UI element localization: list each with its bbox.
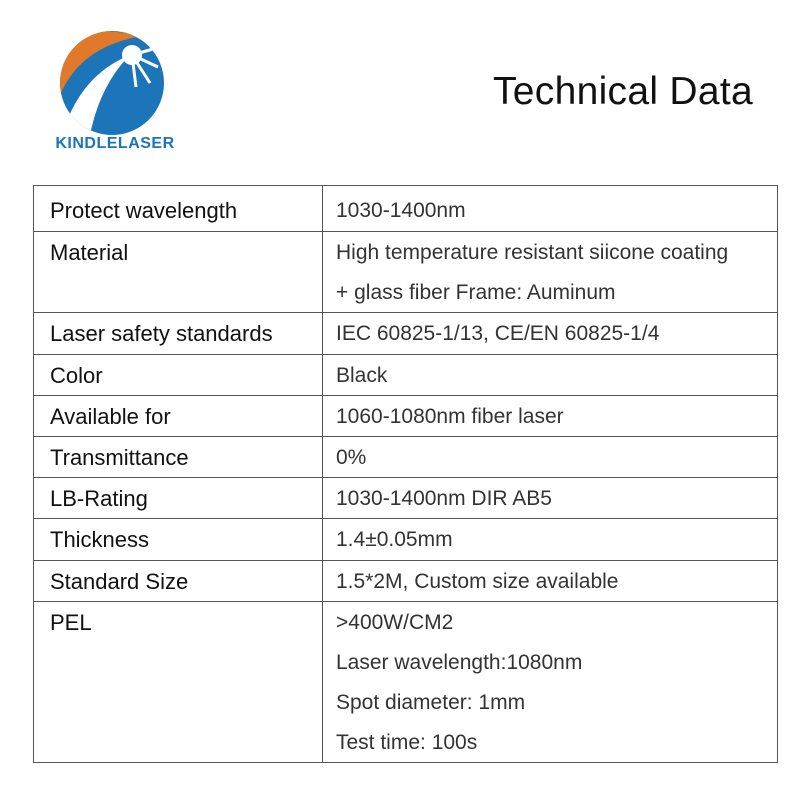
label-cell: Standard Size (33, 559, 323, 602)
value-line: Laser wavelength:1080nm (336, 650, 583, 674)
table-row: Laser safety standards IEC 60825-1/13, CE… (33, 312, 778, 355)
label: Color (50, 362, 103, 388)
table-row: PEL >400W/CM2 Laser wavelength:1080nm Spot … (33, 600, 778, 764)
label-cell: Protect wavelength (33, 185, 323, 232)
page-title: Technical Data (493, 70, 754, 113)
label: Available for (50, 403, 171, 429)
value-line: 1.5*2M, Custom size available (336, 569, 619, 593)
label: LB-Rating (50, 486, 148, 512)
table-row: Available for 1060-1080nm fiber laser (33, 394, 778, 437)
value-line: 1060-1080nm fiber laser (336, 404, 564, 428)
table-row: LB-Rating 1030-1400nm DIR AB5 (33, 477, 778, 520)
value-cell: 1030-1400nm DIR AB5 (322, 477, 778, 520)
value-line: + glass fiber Frame: Auminum (336, 281, 616, 305)
value-line: >400W/CM2 (336, 610, 454, 634)
table-row: Thickness 1.4±0.05mm (33, 518, 778, 561)
label: Protect wavelength (50, 198, 238, 223)
value-cell: IEC 60825-1/13, CE/EN 60825-1/4 (322, 312, 778, 355)
value-cell: 1030-1400nm (322, 185, 778, 232)
table-row: Transmittance 0% (33, 435, 778, 479)
label-cell: PEL (33, 600, 323, 764)
label-cell: Material (33, 230, 323, 314)
value-cell: 1.4±0.05mm (322, 518, 778, 561)
value-line: High temperature resistant siicone coati… (336, 241, 729, 264)
value-line: Test time: 100s (336, 731, 478, 755)
value-line: Black (336, 363, 388, 387)
value-cell: >400W/CM2 Laser wavelength:1080nm Spot dia… (322, 600, 778, 764)
table-row: Color Black (33, 353, 778, 396)
label: PEL (50, 609, 92, 635)
value-cell: High temperature resistant siicone coati… (322, 230, 778, 314)
label-cell: LB-Rating (33, 477, 323, 520)
value-line: 1.4±0.05mm (336, 528, 453, 552)
table-row: Standard Size 1.5*2M, Custom size availab… (33, 559, 778, 602)
value-cell: 1.5*2M, Custom size available (322, 559, 778, 602)
value-line: Spot diameter: 1mm (336, 691, 526, 715)
value-cell: 0% (322, 435, 778, 479)
value-cell: Black (322, 353, 778, 396)
label-cell: Laser safety standards (33, 312, 323, 355)
label-cell: Transmittance (33, 435, 323, 479)
table-row: Protect wavelength 1030-1400nm (33, 185, 778, 232)
value-line: 1030-1400nm DIR AB5 (336, 487, 552, 511)
value-line: IEC 60825-1/13, CE/EN 60825-1/4 (336, 322, 660, 346)
brand: KINDLELASER (55, 135, 174, 152)
label-cell: Color (33, 353, 323, 396)
value-cell: 1060-1080nm fiber laser (322, 394, 778, 437)
table-row: Material High temperature resistant siico… (33, 230, 778, 314)
logo: KINDLELASER (55, 31, 174, 152)
value-line: 0% (336, 445, 367, 469)
label: Thickness (50, 527, 150, 553)
label: Standard Size (50, 568, 189, 594)
label-cell: Thickness (33, 518, 323, 561)
label: Transmittance (50, 444, 189, 470)
label: Laser safety standards (50, 321, 273, 347)
spec-table: Protect wavelength 1030-1400nm Material Hig… (33, 185, 778, 764)
label-cell: Available for (33, 394, 323, 437)
value-line: 1030-1400nm (336, 199, 466, 222)
label: Material (50, 240, 129, 265)
